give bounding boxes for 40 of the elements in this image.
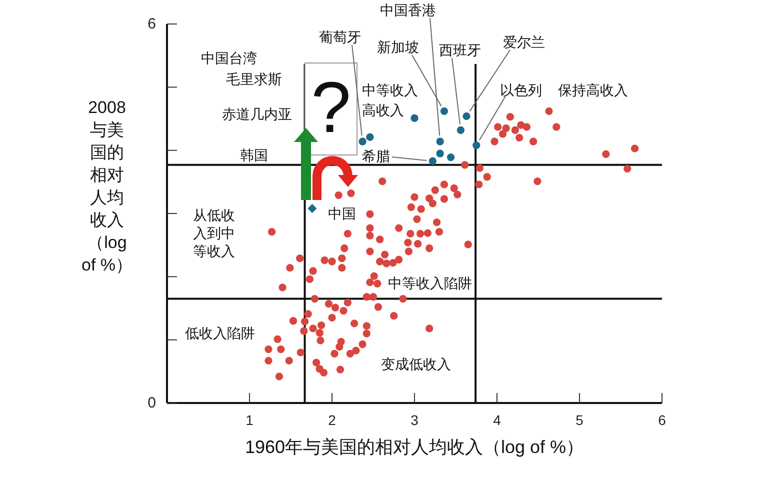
point (456, 126, 465, 134)
annotation: 从低收入到中等收入 (193, 207, 235, 259)
point (436, 150, 444, 158)
point (410, 114, 418, 122)
annotation: 中等收入高收入 (362, 82, 418, 118)
annotation: 中国香港 (380, 2, 436, 18)
x-tick-label: 3 (410, 412, 419, 428)
annotation: 爱尔兰 (503, 34, 545, 50)
x-tick-label: 4 (493, 412, 502, 428)
annotation: 新加坡 (377, 39, 419, 55)
annotation: ? (310, 68, 352, 148)
point (358, 138, 366, 146)
annotation: 低收入陷阱 (185, 325, 255, 341)
x-tick-label: 5 (576, 412, 584, 428)
point (472, 141, 480, 150)
annotation: 毛里求斯 (226, 71, 282, 87)
annotation: 葡萄牙 (319, 29, 361, 45)
annotation: 保持高收入 (558, 82, 628, 98)
x-tick-label: 1 (246, 412, 254, 428)
annotation: 中等收入陷阱 (388, 275, 472, 291)
x-tick-label: 6 (658, 412, 666, 428)
point (428, 157, 436, 165)
annotation: 以色列 (500, 82, 542, 98)
point (366, 133, 374, 141)
x-axis-title: 1960年与美国的相对人均收入（log of %） (244, 437, 584, 457)
annotation: 中国台湾 (201, 50, 257, 66)
y-axis-title: 2008与美国的相对人均收入（log of %） (81, 98, 133, 274)
annotation: 西班牙 (439, 42, 481, 58)
x-tick-label: 2 (328, 412, 336, 428)
series-label: 中国 (328, 205, 356, 222)
annotation: 希腊 (362, 148, 390, 164)
point (462, 112, 470, 120)
point (436, 138, 444, 146)
annotation: 变成低收入 (381, 356, 451, 372)
annotation: 赤道几内亚 (222, 106, 292, 122)
point (440, 107, 448, 115)
annotation: 韩国 (240, 147, 268, 163)
y-tick-label: 0 (148, 394, 156, 412)
point (446, 153, 455, 162)
point (308, 204, 317, 213)
